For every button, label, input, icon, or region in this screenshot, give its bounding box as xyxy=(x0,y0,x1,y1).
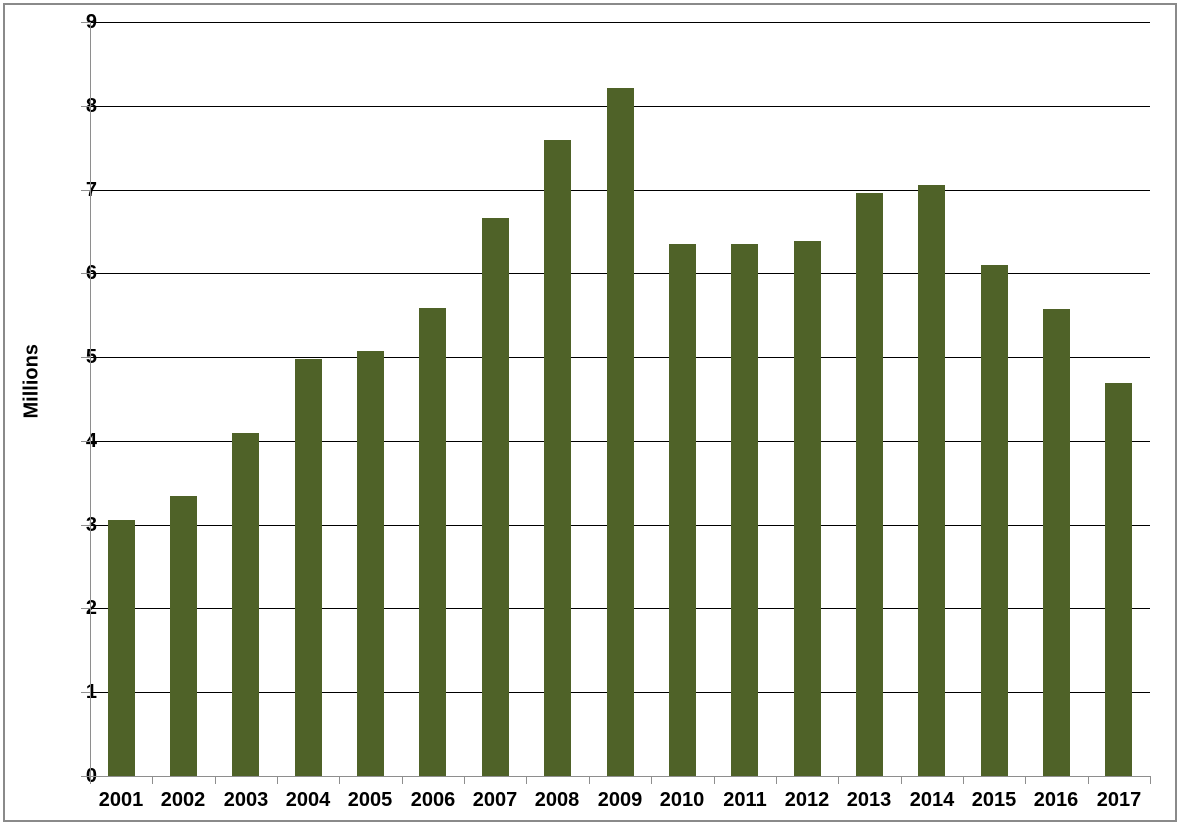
bar-2003 xyxy=(232,433,259,776)
y-tick-mark xyxy=(81,22,90,23)
x-tick-mark xyxy=(714,776,715,784)
bar-2013 xyxy=(856,193,883,776)
y-tick-mark xyxy=(81,776,90,777)
bar-2012 xyxy=(794,241,821,776)
x-tick-label: 2001 xyxy=(98,789,144,811)
chart-frame: Millions 0 1 2 3 4 5 6 7 8 9 2001 2002 2003 2004 2005 2… xyxy=(3,3,1177,822)
x-tick-label: 2003 xyxy=(223,789,269,811)
x-tick-label: 2008 xyxy=(534,789,580,811)
x-tick-label: 2015 xyxy=(971,789,1017,811)
y-axis-title: Millions xyxy=(20,344,43,419)
y-tick-label: 5 xyxy=(85,346,97,368)
bar-2005 xyxy=(357,351,384,776)
bar-2011 xyxy=(731,244,758,776)
bar-2004 xyxy=(295,359,322,776)
x-tick-label: 2017 xyxy=(1096,789,1142,811)
x-tick-label: 2016 xyxy=(1033,789,1079,811)
x-tick-mark xyxy=(152,776,153,784)
y-tick-label: 6 xyxy=(85,262,97,284)
x-tick-mark xyxy=(776,776,777,784)
y-tick-mark xyxy=(81,525,90,526)
x-tick-label: 2013 xyxy=(846,789,892,811)
y-tick-label: 9 xyxy=(85,11,97,33)
y-tick-label: 1 xyxy=(85,681,97,703)
x-tick-mark xyxy=(901,776,902,784)
y-tick-mark xyxy=(81,441,90,442)
x-tick-mark xyxy=(651,776,652,784)
bar-2007 xyxy=(482,218,509,776)
bar-2001 xyxy=(108,520,135,776)
bar-2006 xyxy=(419,308,446,776)
bar-2002 xyxy=(170,496,197,776)
x-tick-label: 2014 xyxy=(909,789,955,811)
x-tick-mark xyxy=(90,776,91,784)
x-tick-label: 2010 xyxy=(659,789,705,811)
y-tick-mark xyxy=(81,273,90,274)
bar-2016 xyxy=(1043,309,1070,776)
bar-2017 xyxy=(1105,383,1132,776)
bar-2008 xyxy=(544,140,571,776)
y-tick-label: 2 xyxy=(85,597,97,619)
x-tick-mark xyxy=(1025,776,1026,784)
x-tick-label: 2005 xyxy=(347,789,393,811)
x-tick-mark xyxy=(526,776,527,784)
x-tick-label: 2006 xyxy=(410,789,456,811)
y-tick-mark xyxy=(81,608,90,609)
x-tick-mark xyxy=(339,776,340,784)
y-tick-label: 4 xyxy=(85,430,97,452)
x-tick-label: 2012 xyxy=(784,789,830,811)
x-tick-mark xyxy=(1088,776,1089,784)
y-axis-line xyxy=(90,22,91,776)
plot-area: 0 1 2 3 4 5 6 7 8 9 2001 2002 2003 2004 2005 2006 2007 20… xyxy=(81,12,1151,811)
x-tick-label: 2004 xyxy=(285,789,331,811)
gridline xyxy=(90,22,1150,23)
x-tick-mark xyxy=(464,776,465,784)
y-tick-label: 7 xyxy=(85,179,97,201)
y-tick-mark xyxy=(81,692,90,693)
y-tick-mark xyxy=(81,357,90,358)
y-tick-mark xyxy=(81,190,90,191)
y-tick-label: 8 xyxy=(85,95,97,117)
x-tick-label: 2002 xyxy=(160,789,206,811)
x-tick-label: 2009 xyxy=(597,789,643,811)
x-tick-mark xyxy=(838,776,839,784)
y-tick-label: 3 xyxy=(85,514,97,536)
x-tick-mark xyxy=(277,776,278,784)
x-axis-line xyxy=(90,776,1150,777)
x-tick-mark xyxy=(215,776,216,784)
bar-2014 xyxy=(918,185,945,776)
bar-2009 xyxy=(607,88,634,776)
x-tick-label: 2007 xyxy=(472,789,518,811)
x-tick-mark xyxy=(963,776,964,784)
bar-2015 xyxy=(981,265,1008,776)
x-tick-mark xyxy=(402,776,403,784)
x-tick-mark xyxy=(1150,776,1151,784)
y-tick-mark xyxy=(81,106,90,107)
x-tick-mark xyxy=(589,776,590,784)
x-tick-label: 2011 xyxy=(723,789,767,811)
bar-2010 xyxy=(669,244,696,776)
